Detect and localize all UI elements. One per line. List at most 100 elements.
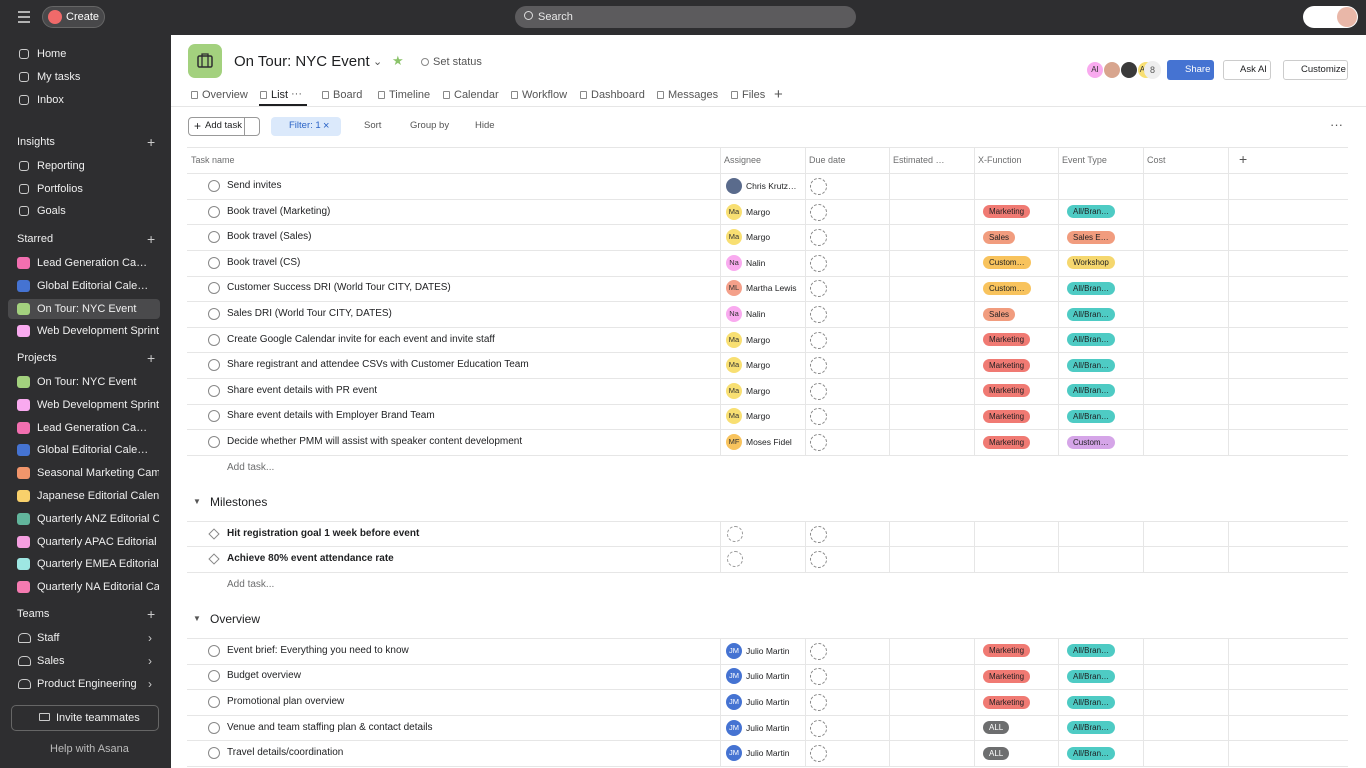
star[interactable]: ★ — [392, 53, 404, 68]
menu-icon[interactable] — [17, 10, 31, 24]
complete-icon[interactable] — [208, 644, 220, 657]
team-item[interactable]: Product Engineering — [37, 678, 137, 690]
group-by[interactable]: Group by — [410, 120, 450, 131]
project-item[interactable]: Seasonal Marketing Cam… — [37, 467, 159, 480]
due-date-icon[interactable] — [810, 668, 827, 686]
tab[interactable]: Files — [742, 89, 766, 101]
filter-pill[interactable] — [271, 117, 341, 136]
add-column[interactable]: + — [1239, 151, 1248, 167]
complete-icon[interactable] — [208, 205, 220, 218]
task-name[interactable]: Customer Success DRI (World Tour CITY, D… — [227, 282, 451, 294]
section-title[interactable]: Milestones — [210, 494, 268, 509]
complete-icon[interactable] — [208, 256, 220, 269]
starred-item[interactable]: Global Editorial Cale… — [37, 279, 149, 292]
project-item[interactable]: Quarterly ANZ Editorial C… — [37, 512, 159, 525]
project-item[interactable]: On Tour: NYC Event — [37, 376, 137, 388]
complete-icon[interactable] — [208, 747, 220, 760]
ask-ai-button[interactable] — [1223, 60, 1271, 80]
due-date-icon[interactable] — [810, 408, 827, 426]
project-item[interactable]: Quarterly APAC Editorial … — [37, 535, 159, 548]
starred-item[interactable]: On Tour: NYC Event — [37, 302, 137, 315]
project-item[interactable]: Japanese Editorial Calen… — [37, 490, 159, 502]
task-name[interactable]: Sales DRI (World Tour CITY, DATES) — [227, 308, 392, 319]
task-name[interactable]: Decide whether PMM will assist with spea… — [227, 436, 523, 447]
project-item[interactable]: Global Editorial Cale… — [37, 444, 149, 457]
starred-item[interactable]: Web Development Sprint… — [37, 325, 159, 338]
task-name[interactable]: Book travel (CS) — [227, 256, 301, 268]
more-menu[interactable]: ··· — [1330, 117, 1343, 132]
due-date-icon[interactable] — [810, 694, 827, 711]
complete-icon[interactable] — [208, 282, 220, 295]
task-name[interactable]: Event brief: Everything you need to know — [227, 644, 409, 656]
task-name[interactable]: Share event details with Employer Brand … — [227, 410, 435, 422]
nav-item[interactable]: Reporting — [37, 160, 85, 172]
search-box[interactable] — [515, 6, 856, 28]
task-name[interactable]: Create Google Calendar invite for each e… — [227, 333, 495, 345]
due-date-icon[interactable] — [810, 229, 827, 247]
task-name[interactable]: Promotional plan overview — [227, 696, 345, 707]
project-item[interactable]: Lead Generation Ca… — [37, 421, 148, 434]
set-status[interactable]: Set status — [433, 56, 482, 68]
nav-item[interactable]: Home — [37, 48, 67, 60]
add-task-row[interactable]: Add task... — [227, 578, 275, 590]
due-date-icon[interactable] — [810, 357, 827, 375]
complete-icon[interactable] — [208, 333, 220, 346]
complete-icon[interactable] — [208, 436, 220, 448]
due-date-icon[interactable] — [810, 254, 827, 272]
hide[interactable]: Hide — [475, 120, 495, 131]
tab[interactable]: Messages — [668, 89, 719, 101]
due-date-icon[interactable] — [810, 306, 827, 323]
help-link[interactable]: Help with Asana — [50, 743, 129, 755]
project-item[interactable]: Web Development Sprint… — [37, 398, 159, 411]
complete-icon[interactable] — [208, 231, 220, 244]
tab[interactable]: List — [271, 89, 289, 101]
assignee-empty[interactable] — [727, 551, 743, 568]
team-item[interactable]: Sales — [37, 655, 65, 667]
tab[interactable]: Calendar — [454, 89, 499, 101]
complete-icon[interactable] — [208, 180, 220, 192]
due-date-icon[interactable] — [810, 642, 827, 660]
due-date-icon[interactable] — [810, 178, 827, 195]
task-name[interactable]: Book travel (Marketing) — [227, 205, 331, 217]
task-name[interactable]: Budget overview — [227, 670, 301, 682]
tab[interactable]: Timeline — [389, 89, 431, 101]
nav-item[interactable]: Inbox — [37, 94, 64, 106]
add-tab[interactable]: + — [774, 86, 783, 103]
tab[interactable]: Board — [333, 89, 363, 101]
add-task-dropdown[interactable] — [244, 117, 260, 136]
due-date-icon[interactable] — [810, 280, 827, 298]
due-date-icon[interactable] — [810, 434, 827, 451]
task-name[interactable]: Achieve 80% event attendance rate — [227, 553, 394, 565]
task-name[interactable]: Venue and team staffing plan & contact d… — [227, 721, 433, 733]
nav-item[interactable]: Goals — [37, 205, 66, 217]
project-item[interactable]: Quarterly NA Editorial Ca… — [37, 581, 159, 594]
assignee-empty[interactable] — [727, 525, 743, 542]
complete-icon[interactable] — [208, 670, 220, 683]
task-name[interactable]: Share event details with PR event — [227, 384, 378, 396]
due-date-icon[interactable] — [810, 382, 827, 400]
task-name[interactable]: Book travel (Sales) — [227, 231, 312, 243]
tab[interactable]: Workflow — [522, 89, 568, 101]
due-date-icon[interactable] — [810, 203, 827, 221]
due-date-icon[interactable] — [810, 745, 827, 763]
due-date-icon[interactable] — [810, 551, 827, 569]
complete-icon[interactable] — [208, 696, 220, 708]
task-name[interactable]: Send invites — [227, 180, 282, 191]
task-name[interactable]: Share registrant and attendee CSVs with … — [227, 359, 529, 371]
project-item[interactable]: Quarterly EMEA Editorial… — [37, 558, 159, 571]
task-name[interactable]: Hit registration goal 1 week before even… — [227, 527, 420, 539]
add-task-row[interactable]: Add task... — [227, 461, 275, 473]
due-date-icon[interactable] — [810, 525, 827, 543]
complete-icon[interactable] — [208, 384, 220, 397]
customize-button[interactable] — [1283, 60, 1348, 80]
tab[interactable]: Overview — [202, 89, 248, 101]
complete-icon[interactable] — [208, 308, 220, 320]
nav-item[interactable]: Portfolios — [37, 183, 83, 195]
task-name[interactable]: Travel details/coordination — [227, 747, 344, 759]
nav-item[interactable]: My tasks — [37, 71, 81, 83]
section-title[interactable]: Overview — [210, 611, 261, 626]
sort[interactable]: Sort — [364, 120, 382, 131]
invite-button[interactable] — [11, 705, 159, 731]
starred-item[interactable]: Lead Generation Ca… — [37, 257, 148, 269]
tab[interactable]: Dashboard — [591, 89, 645, 101]
